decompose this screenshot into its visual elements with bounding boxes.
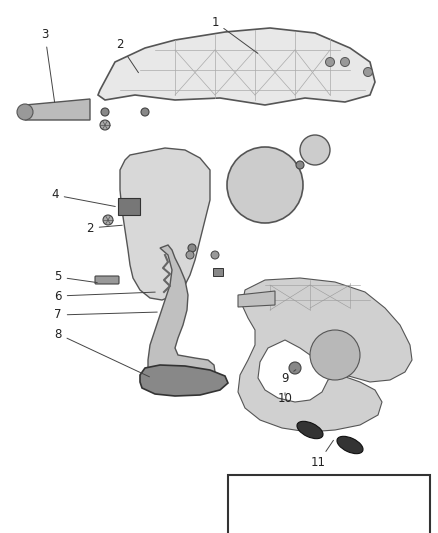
- Circle shape: [325, 58, 335, 67]
- FancyBboxPatch shape: [95, 276, 119, 284]
- Circle shape: [300, 135, 330, 165]
- Ellipse shape: [297, 421, 323, 439]
- Polygon shape: [140, 365, 228, 396]
- Circle shape: [227, 147, 303, 223]
- Text: 2: 2: [86, 222, 122, 235]
- Text: 8: 8: [54, 327, 149, 377]
- Text: 11: 11: [311, 440, 333, 470]
- Text: 6: 6: [54, 289, 155, 303]
- Polygon shape: [148, 245, 215, 385]
- Circle shape: [211, 251, 219, 259]
- Polygon shape: [238, 278, 412, 432]
- Circle shape: [17, 104, 33, 120]
- Circle shape: [100, 120, 110, 130]
- Polygon shape: [118, 198, 140, 215]
- Text: 10: 10: [278, 392, 293, 405]
- Circle shape: [188, 244, 196, 252]
- Polygon shape: [238, 291, 275, 307]
- Circle shape: [186, 251, 194, 259]
- Text: 1: 1: [211, 15, 258, 53]
- Circle shape: [289, 362, 301, 374]
- Circle shape: [364, 68, 372, 77]
- Polygon shape: [98, 28, 375, 105]
- Circle shape: [101, 108, 109, 116]
- Text: 5: 5: [54, 271, 97, 284]
- Circle shape: [296, 161, 304, 169]
- Polygon shape: [25, 99, 90, 120]
- Text: 4: 4: [51, 189, 115, 206]
- Ellipse shape: [337, 437, 363, 454]
- Text: 3: 3: [41, 28, 55, 102]
- Circle shape: [141, 108, 149, 116]
- Bar: [213, 268, 223, 276]
- Text: 2: 2: [116, 38, 138, 72]
- Circle shape: [340, 58, 350, 67]
- Text: 7: 7: [54, 309, 157, 321]
- Circle shape: [310, 330, 360, 380]
- Text: 9: 9: [281, 370, 296, 384]
- Bar: [228, 475, 430, 533]
- Polygon shape: [120, 148, 210, 300]
- Circle shape: [103, 215, 113, 225]
